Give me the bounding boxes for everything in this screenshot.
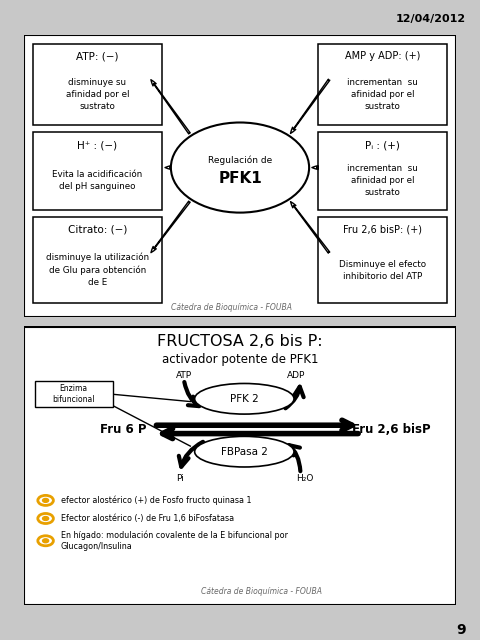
Text: Cátedra de Bioquímica - FOUBA: Cátedra de Bioquímica - FOUBA [171, 303, 292, 312]
Text: Fru 2,6 bisP: (+): Fru 2,6 bisP: (+) [343, 225, 422, 234]
Text: Enzima
bifuncional: Enzima bifuncional [52, 385, 95, 404]
FancyBboxPatch shape [318, 132, 447, 210]
FancyBboxPatch shape [24, 35, 456, 317]
Circle shape [43, 539, 48, 543]
Text: Cátedra de Bioquímica - FOUBA: Cátedra de Bioquímica - FOUBA [201, 588, 322, 596]
Text: FRUCTOSA 2,6 bis P:: FRUCTOSA 2,6 bis P: [157, 334, 323, 349]
Circle shape [171, 122, 309, 212]
Circle shape [43, 516, 48, 520]
Text: ADP: ADP [287, 371, 305, 380]
FancyBboxPatch shape [318, 44, 447, 125]
Text: Fru 2,6 bisP: Fru 2,6 bisP [352, 423, 431, 436]
Text: efector alostérico (+) de Fosfo fructo quinasa 1: efector alostérico (+) de Fosfo fructo q… [60, 495, 251, 505]
Circle shape [38, 495, 53, 506]
Text: 12/04/2012: 12/04/2012 [396, 14, 466, 24]
Circle shape [38, 536, 53, 546]
Text: Evita la acidificación
del pH sanguineo: Evita la acidificación del pH sanguineo [52, 170, 143, 191]
FancyBboxPatch shape [33, 217, 162, 303]
Text: incrementan  su
afinidad por el
sustrato: incrementan su afinidad por el sustrato [347, 77, 418, 111]
FancyBboxPatch shape [33, 132, 162, 210]
Text: ATP: ATP [176, 371, 192, 380]
Text: H⁺ : (−): H⁺ : (−) [77, 140, 118, 150]
Text: disminuye la utilización
de Glu para obtención
de E: disminuye la utilización de Glu para obt… [46, 253, 149, 287]
Text: 9: 9 [456, 623, 466, 637]
Text: Regulación de: Regulación de [208, 156, 272, 165]
Text: H₂O: H₂O [296, 474, 313, 483]
FancyBboxPatch shape [318, 217, 447, 303]
FancyBboxPatch shape [33, 44, 162, 125]
Ellipse shape [195, 383, 294, 414]
Text: Efector alostérico (-) de Fru 1,6 biFosfatasa: Efector alostérico (-) de Fru 1,6 biFosf… [60, 514, 234, 523]
Text: PFK1: PFK1 [218, 172, 262, 186]
Text: AMP y ADP: (+): AMP y ADP: (+) [345, 51, 420, 61]
Text: Citrato: (−): Citrato: (−) [68, 225, 127, 234]
Text: En hígado: modulación covalente de la E bifuncional por
Glucagon/Insulina: En hígado: modulación covalente de la E … [60, 530, 288, 552]
Text: Fru 6 P: Fru 6 P [100, 423, 146, 436]
Text: FBPasa 2: FBPasa 2 [221, 447, 268, 457]
Text: incrementan  su
afinidad por el
sustrato: incrementan su afinidad por el sustrato [347, 164, 418, 197]
Circle shape [43, 499, 48, 502]
Circle shape [38, 513, 53, 524]
Text: activador potente de PFK1: activador potente de PFK1 [162, 353, 318, 366]
Text: Pᵢ : (+): Pᵢ : (+) [365, 140, 400, 150]
Text: Disminuye el efecto
inhibitorio del ATP: Disminuye el efecto inhibitorio del ATP [339, 259, 426, 281]
Text: Pi: Pi [176, 474, 183, 483]
Text: disminuye su
afinidad por el
sustrato: disminuye su afinidad por el sustrato [66, 77, 129, 111]
Text: PFK 2: PFK 2 [230, 394, 259, 404]
FancyBboxPatch shape [24, 326, 456, 605]
Ellipse shape [195, 436, 294, 467]
FancyBboxPatch shape [35, 381, 113, 407]
Text: ATP: (−): ATP: (−) [76, 51, 119, 61]
